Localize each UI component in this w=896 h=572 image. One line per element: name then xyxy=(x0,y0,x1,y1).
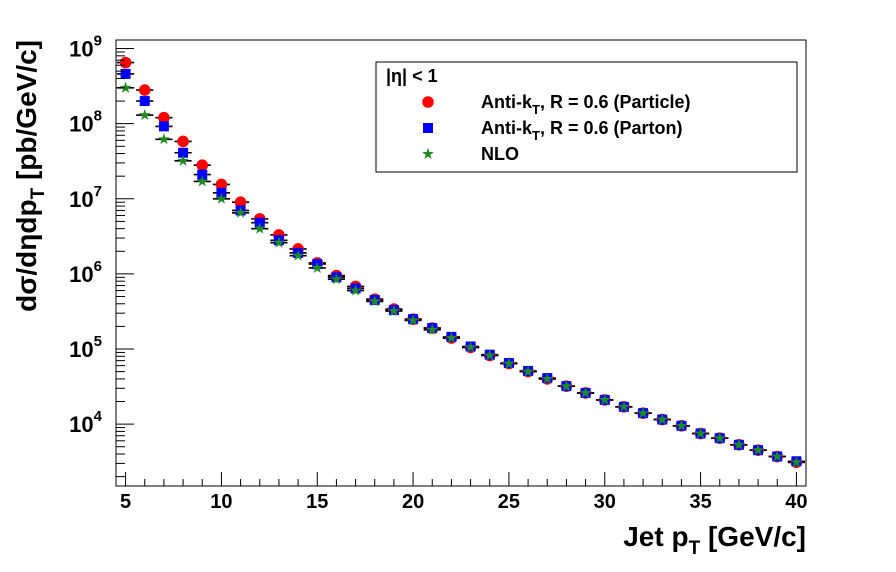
nlo-point xyxy=(407,314,419,326)
legend-box xyxy=(375,61,798,173)
legend-label-nlo: NLO xyxy=(481,144,519,164)
parton-point xyxy=(158,121,169,132)
nlo-point xyxy=(713,431,726,444)
nlo-point xyxy=(119,81,132,93)
parton-point xyxy=(120,68,131,79)
nlo-point xyxy=(790,456,803,468)
axes-layer: 5 10 15 20 25 30 35 40 104 105 106 107 108 109 Jet pT … xyxy=(11,33,808,559)
x-tick-label: 35 xyxy=(689,491,711,513)
nlo-point xyxy=(311,261,324,273)
plot-frame-layer xyxy=(115,39,807,487)
particle-point xyxy=(177,135,189,148)
nlo-point xyxy=(694,427,707,439)
y-tick-label: 107 xyxy=(69,183,102,212)
nlo-point xyxy=(215,192,228,204)
nlo-point xyxy=(158,133,170,145)
legend-label-parton: Anti-kT, R = 0.6 (Parton) xyxy=(481,118,683,143)
y-tick-label: 109 xyxy=(69,33,102,62)
particle-point xyxy=(196,159,209,171)
nlo-point xyxy=(771,450,784,462)
particle-point xyxy=(138,84,151,96)
y-axis-title: dσ/dηdpT [pb/GeV/c] xyxy=(11,40,49,312)
nlo-point xyxy=(675,419,688,431)
nlo-point xyxy=(234,206,247,218)
particle-point xyxy=(215,178,228,191)
nlo-point xyxy=(196,175,209,187)
nlo-point xyxy=(273,236,285,248)
plot-area-frame xyxy=(115,39,807,487)
parton-point xyxy=(139,96,150,107)
nlo-point xyxy=(253,222,266,234)
parton-point xyxy=(197,169,208,180)
y-tick-label: 104 xyxy=(69,408,102,437)
nlo-point xyxy=(349,284,362,296)
legend-label-particle: Anti-kT, R = 0.6 (Particle) xyxy=(481,92,691,117)
x-tick-label: 40 xyxy=(785,491,807,513)
particle-point xyxy=(119,56,132,69)
legend-marker-parton xyxy=(423,123,433,133)
nlo-point xyxy=(464,341,477,353)
x-tick-label: 30 xyxy=(594,491,616,513)
x-tick-label: 15 xyxy=(306,491,328,513)
nlo-point xyxy=(426,323,439,335)
x-tick-label: 10 xyxy=(210,491,232,513)
nlo-point xyxy=(483,349,496,361)
nlo-point xyxy=(733,438,745,450)
nlo-point xyxy=(541,372,554,384)
nlo-point xyxy=(292,249,304,261)
nlo-point xyxy=(598,393,611,405)
nlo-point xyxy=(560,379,573,392)
legend-header: |η| < 1 xyxy=(386,66,438,86)
legend-marker-nlo xyxy=(422,147,434,160)
particle-point xyxy=(234,196,247,209)
nlo-point xyxy=(388,304,400,317)
particle-point xyxy=(158,111,170,124)
nlo-point xyxy=(752,443,764,456)
nlo-point xyxy=(445,331,458,344)
nlo-point xyxy=(637,406,649,419)
nlo-point xyxy=(177,154,189,166)
nlo-point xyxy=(656,413,669,425)
x-tick-label: 25 xyxy=(498,491,520,513)
nlo-point xyxy=(579,386,592,398)
data-marks-layer xyxy=(117,56,805,469)
x-axis-title: Jet pT [GeV/c] xyxy=(623,521,806,559)
nlo-point xyxy=(330,272,343,285)
nlo-point xyxy=(138,108,151,121)
y-tick-label: 106 xyxy=(69,258,102,287)
y-tick-label: 108 xyxy=(69,108,102,137)
nlo-point xyxy=(503,357,515,369)
nlo-point xyxy=(368,295,381,307)
y-tick-label: 105 xyxy=(69,333,102,362)
x-tick-label: 5 xyxy=(120,491,131,513)
x-tick-label: 20 xyxy=(402,491,424,513)
legend: |η| < 1 Anti-kT, R = 0.6 (Particle)Anti-k… xyxy=(375,61,798,173)
nlo-point xyxy=(618,400,630,412)
legend-marker-particle xyxy=(422,96,434,108)
nlo-point xyxy=(522,365,534,377)
parton-point xyxy=(178,147,189,158)
